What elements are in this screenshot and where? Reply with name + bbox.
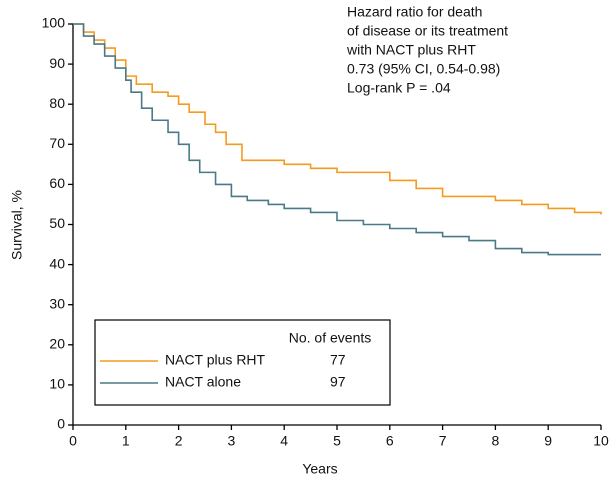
x-tick-label: 3	[228, 433, 236, 449]
y-tick-label: 20	[49, 336, 65, 352]
legend-label: NACT alone	[165, 374, 241, 390]
legend-events: 77	[330, 352, 346, 368]
annotation: Log-rank P = .04	[347, 80, 451, 96]
x-tick-label: 8	[492, 433, 500, 449]
annotation: of disease or its treatment	[347, 23, 508, 39]
x-tick-label: 4	[280, 433, 288, 449]
legend-label: NACT plus RHT	[165, 352, 266, 368]
y-tick-label: 50	[49, 215, 65, 231]
x-tick-label: 7	[439, 433, 447, 449]
x-tick-label: 6	[386, 433, 394, 449]
x-tick-label: 2	[175, 433, 183, 449]
legend-box	[94, 319, 391, 406]
annotation: Hazard ratio for death	[347, 4, 482, 20]
x-tick-label: 0	[69, 433, 77, 449]
legend-title: No. of events	[289, 330, 372, 346]
y-tick-label: 10	[49, 376, 65, 392]
x-tick-label: 5	[333, 433, 341, 449]
x-tick-label: 9	[544, 433, 552, 449]
annotation: with NACT plus RHT	[346, 42, 476, 58]
y-tick-label: 30	[49, 295, 65, 311]
y-tick-label: 40	[49, 255, 65, 271]
y-tick-label: 90	[49, 55, 65, 71]
x-axis-label: Years	[302, 461, 337, 477]
x-tick-label: 10	[593, 433, 609, 449]
y-tick-label: 80	[49, 95, 65, 111]
x-tick-label: 1	[122, 433, 130, 449]
y-tick-label: 60	[49, 175, 65, 191]
survival-line	[73, 23, 602, 215]
y-tick-label: 100	[42, 15, 66, 31]
y-tick-label: 0	[57, 416, 65, 432]
legend-events: 97	[330, 374, 346, 390]
survival-line	[73, 23, 601, 256]
y-axis-label: Survival, %	[9, 190, 25, 260]
annotation: 0.73 (95% CI, 0.54-0.98)	[347, 61, 500, 77]
y-tick-label: 70	[49, 135, 65, 151]
